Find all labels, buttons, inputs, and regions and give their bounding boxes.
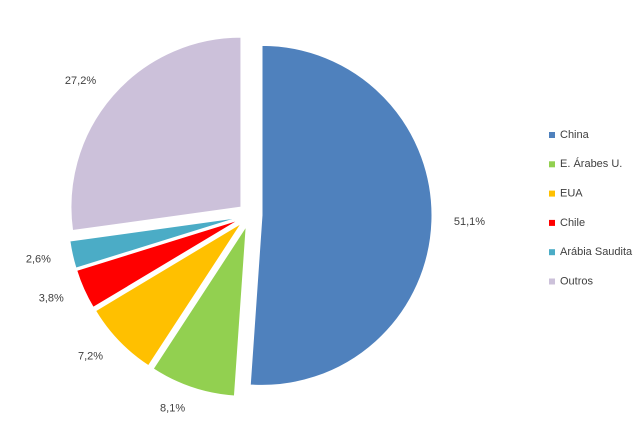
data-label: 51,1%	[454, 216, 485, 228]
pie-slice	[69, 217, 239, 269]
legend-swatch	[549, 132, 555, 138]
legend-swatch	[549, 278, 555, 285]
legend-swatch	[549, 219, 555, 226]
data-label: 2,6%	[26, 253, 51, 265]
legend-swatch	[549, 161, 555, 168]
pie-slice	[76, 219, 240, 309]
pie-slice	[70, 36, 242, 232]
legend-swatch	[549, 249, 555, 256]
legend-label: Arábia Saudita	[560, 246, 633, 258]
pie-slice	[94, 222, 242, 367]
legend-label: E. Árabes U.	[560, 157, 622, 170]
pie-slice	[249, 44, 433, 386]
data-label: 8,1%	[160, 402, 185, 414]
legend-swatch	[549, 190, 555, 197]
pie-slice	[152, 224, 247, 397]
legend-label: Outros	[560, 275, 594, 287]
data-label: 7,2%	[78, 350, 103, 362]
data-label: 27,2%	[65, 75, 96, 87]
legend-label: EUA	[560, 188, 583, 200]
legend-label: Chile	[560, 217, 585, 229]
data-label: 3,8%	[39, 292, 64, 304]
legend-label: China	[560, 129, 590, 141]
